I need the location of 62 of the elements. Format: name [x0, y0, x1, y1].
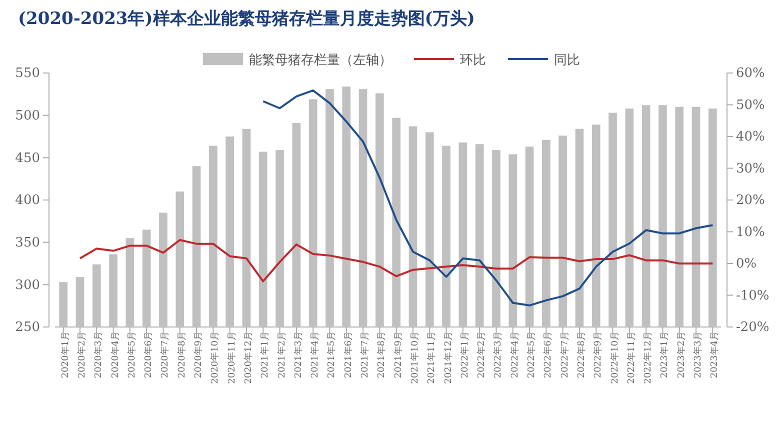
x-tick-label: 2020年11月 — [226, 332, 238, 384]
x-tick-label: 2020年9月 — [193, 332, 204, 378]
x-tick-label: 2023年4月 — [709, 332, 720, 378]
x-tick-label: 2021年6月 — [342, 332, 354, 378]
x-tick-label: 2020年6月 — [143, 332, 154, 378]
x-tick-label: 2022年1月 — [459, 332, 470, 378]
x-tick-label: 2022年5月 — [526, 332, 538, 378]
x-tick-label: 2021年11月 — [426, 332, 438, 384]
legend-label: 同比 — [554, 53, 580, 68]
x-tick-label: 2022年3月 — [492, 332, 504, 378]
chart-title: (2020-2023年)样本企业能繁母猪存栏量月度走势图(万头) — [18, 9, 475, 29]
y2-tick-label: 20% — [736, 193, 765, 208]
x-tick-label: 2020年10月 — [210, 332, 221, 384]
y-tick-label: 250 — [15, 320, 40, 336]
y2-tick-label: 10% — [736, 224, 765, 240]
line-series — [262, 89, 714, 306]
y2-tick-label: 60% — [736, 66, 765, 82]
y2-tick-label: 30% — [736, 161, 765, 176]
x-tick-label: 2021年4月 — [310, 332, 321, 378]
x-tick-label: 2022年11月 — [626, 332, 637, 384]
x-tick-label: 2020年3月 — [93, 332, 104, 378]
y-tick-label: 350 — [15, 235, 40, 250]
x-tick-label: 2021年3月 — [292, 332, 304, 378]
x-tick-label: 2022年12月 — [642, 332, 654, 384]
line-series — [78, 239, 714, 282]
x-tick-label: 2020年8月 — [176, 332, 188, 378]
y2-tick-label: 50% — [736, 98, 765, 113]
x-tick-label: 2022年8月 — [576, 332, 587, 378]
legend-label: 能繁母猪存栏量（左轴） — [249, 53, 392, 68]
y-tick-label: 400 — [15, 193, 40, 208]
y-tick-label: 450 — [15, 150, 40, 166]
x-tick-label: 2022年10月 — [609, 332, 620, 384]
y2-tick-label: -20% — [736, 320, 770, 336]
x-tick-label: 2020年4月 — [110, 332, 121, 378]
y2-tick-label: 0% — [736, 256, 757, 272]
x-tick-label: 2020年5月 — [126, 332, 138, 378]
y-tick-label: 550 — [15, 66, 40, 82]
x-tick-label: 2021年5月 — [326, 332, 338, 378]
x-tick-label: 2021年2月 — [276, 332, 288, 378]
x-tick-label: 2023年2月 — [676, 332, 687, 378]
y-tick-label: 500 — [15, 108, 40, 124]
x-tick-label: 2021年1月 — [260, 332, 271, 378]
x-tick-label: 2022年4月 — [509, 332, 520, 378]
x-tick-label: 2023年1月 — [659, 332, 670, 378]
legend-label: 环比 — [460, 53, 486, 68]
x-tick-label: 2023年3月 — [692, 332, 704, 378]
x-tick-label: 2022年9月 — [592, 332, 604, 378]
x-tick-label: 2022年7月 — [559, 332, 570, 378]
y2-tick-label: -10% — [736, 288, 770, 304]
x-tick-label: 2020年1月 — [60, 332, 71, 378]
y-tick-label: 300 — [15, 278, 40, 293]
x-tick-label: 2022年2月 — [476, 332, 488, 378]
x-tick-label: 2021年10月 — [409, 332, 420, 384]
x-tick-label: 2022年6月 — [542, 332, 554, 378]
x-tick-label: 2021年8月 — [376, 332, 388, 378]
x-tick-label: 2020年7月 — [160, 332, 171, 378]
y2-tick-label: 40% — [736, 130, 765, 145]
x-tick-label: 2020年12月 — [242, 332, 254, 384]
x-tick-label: 2021年12月 — [442, 332, 454, 384]
x-tick-label: 2021年9月 — [392, 332, 404, 378]
x-tick-label: 2021年7月 — [360, 332, 371, 378]
x-tick-label: 2020年2月 — [76, 332, 88, 378]
